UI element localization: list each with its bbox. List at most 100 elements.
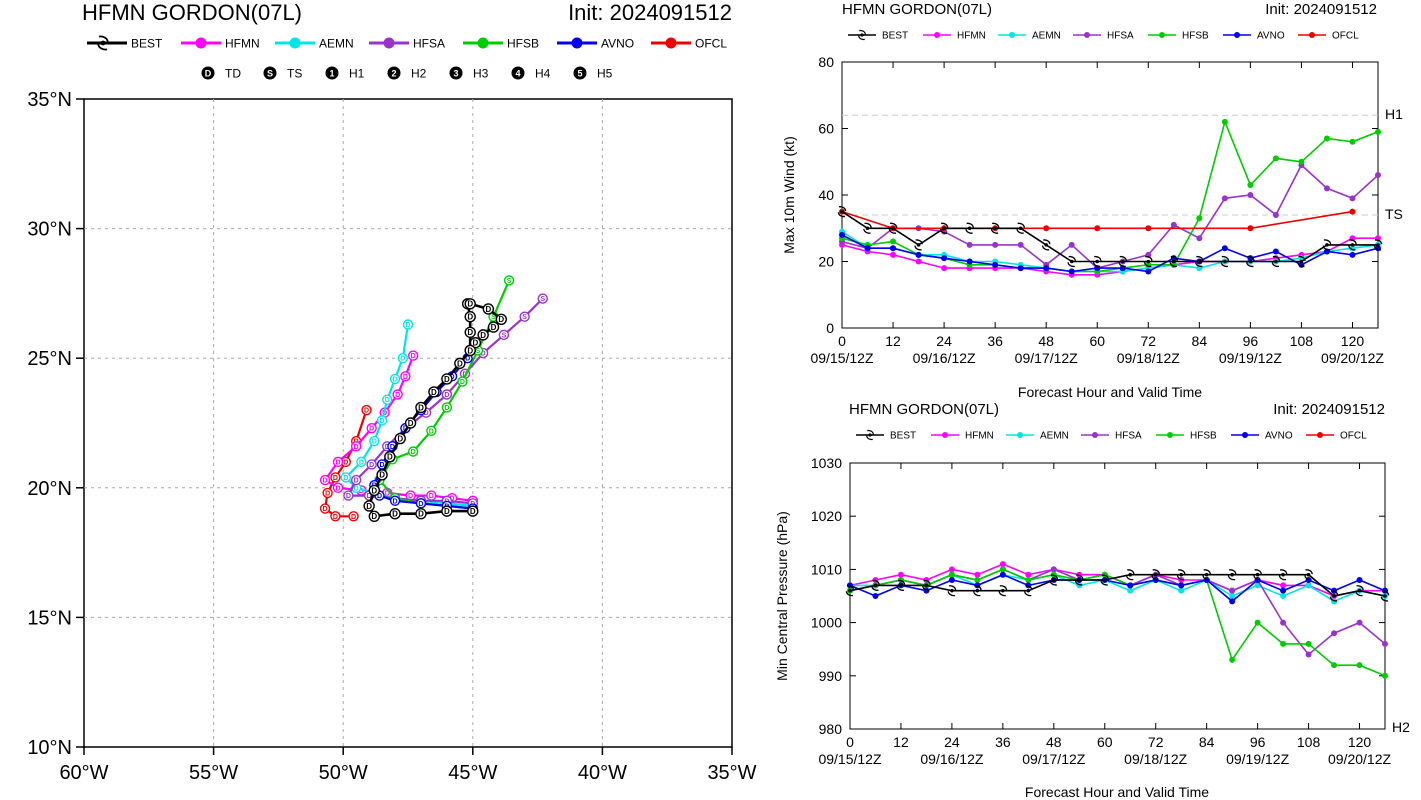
best-point-eye xyxy=(1299,259,1304,264)
best-point-eye xyxy=(1172,259,1176,264)
legend-best-symbol-eye xyxy=(860,33,864,37)
wind-panel: HFMN GORDON(07L) Init: 2024091512 BEST HF… xyxy=(781,1,1403,400)
point-hfmn xyxy=(948,566,955,573)
map-point-hfsa xyxy=(441,389,453,400)
map-lat-label: 20°N xyxy=(27,478,72,500)
point-hfsa xyxy=(1349,195,1356,202)
best-point-eye xyxy=(1001,588,1005,593)
map-category-label-h3: H3 xyxy=(473,67,489,81)
map-point-hfsa xyxy=(343,490,354,501)
y-tick-label: 40 xyxy=(818,187,834,203)
map-legend-label-aemn: AEMN xyxy=(319,37,354,51)
best-point-arm xyxy=(1176,569,1186,581)
best-point xyxy=(1373,239,1383,251)
best-point-eye xyxy=(950,588,954,593)
map-point-best xyxy=(368,484,381,497)
map-point-hfmn xyxy=(400,371,411,382)
best-point xyxy=(1246,255,1255,268)
best-point-arm xyxy=(1220,255,1230,268)
legend-marker-avno xyxy=(1234,32,1240,38)
map-point-best xyxy=(467,505,479,517)
map-point-hfsa-label: D xyxy=(369,462,374,469)
point-avno xyxy=(1272,248,1279,255)
y-tick-label: 20 xyxy=(818,254,834,270)
best-point xyxy=(1278,569,1288,581)
best-point-arm xyxy=(1125,569,1135,581)
map-point-best xyxy=(428,386,440,398)
map-category-symbol-h1 xyxy=(325,66,339,80)
best-point-eye xyxy=(1077,578,1082,582)
map-init: Init: 2024091512 xyxy=(568,0,732,25)
best-point-eye xyxy=(1274,259,1278,264)
map-point-avno xyxy=(415,498,427,509)
map-point-hfsa-label: D xyxy=(481,351,486,358)
map-category-glyph-ts: S xyxy=(267,69,273,79)
legend-marker-ofcl xyxy=(1317,432,1323,438)
point-hfsb xyxy=(1305,640,1312,647)
best-point-eye xyxy=(1146,259,1151,264)
point-hfsa xyxy=(1331,630,1338,637)
best-point-eye xyxy=(1153,572,1158,577)
legend-label-hfsb: HFSB xyxy=(1190,431,1217,442)
x-tick-label: 0 xyxy=(846,734,854,750)
map-point-aemn-label: D xyxy=(354,485,359,492)
map-point-hfsa-label: D xyxy=(385,444,390,451)
y-tick-label: 1010 xyxy=(811,561,842,577)
map-point-aemn xyxy=(389,373,401,385)
map-category-symbol-h4 xyxy=(511,66,525,80)
point-avno xyxy=(1017,265,1024,272)
map-point-hfmn-label: D xyxy=(408,493,413,500)
series-line-aemn xyxy=(841,230,1379,273)
map-point-best xyxy=(477,329,489,341)
map-point-hfsa-label: S xyxy=(502,332,507,339)
y-tick-label: 60 xyxy=(818,121,834,137)
legend-label-hfsa: HFSA xyxy=(1107,31,1134,42)
legend-label-avno: AVNO xyxy=(1265,431,1293,442)
map-point-avno-label: D xyxy=(377,493,382,500)
best-point xyxy=(1144,255,1153,268)
best-point xyxy=(973,585,982,597)
map-point-aemn xyxy=(382,394,393,405)
best-point-eye xyxy=(1120,259,1125,264)
best-point-arm xyxy=(1067,255,1076,268)
best-point xyxy=(1100,574,1110,586)
map-point-ofcl-label: D xyxy=(333,475,338,482)
wind-threshold-h1: H1 xyxy=(1385,106,1403,122)
point-hfmn xyxy=(897,571,904,578)
y-tick-label: 0 xyxy=(826,320,834,336)
point-hfsa xyxy=(1272,211,1279,218)
best-point-eye xyxy=(1376,243,1380,247)
x-tick-label: 24 xyxy=(944,734,960,750)
pressure-frame xyxy=(849,462,1386,730)
series-line-best xyxy=(849,573,1386,597)
best-point-eye xyxy=(967,226,972,231)
best-point xyxy=(871,579,880,591)
legend-best-symbol xyxy=(858,29,866,41)
best-point-arm xyxy=(914,239,923,251)
map-category-label-ts: TS xyxy=(287,67,302,81)
map-point-best-label: D xyxy=(366,502,372,511)
map-point-best-label: D xyxy=(418,403,424,412)
map-point-hfmn-label: D xyxy=(369,426,374,433)
best-point xyxy=(1151,569,1160,581)
x-date-label: 09/16/12Z xyxy=(920,751,983,767)
series-best xyxy=(837,206,1383,268)
map-legend-label-avno: AVNO xyxy=(601,37,634,51)
map-point-hfmn xyxy=(407,350,419,361)
point-hfsb xyxy=(1229,656,1236,663)
best-point-arm xyxy=(1246,255,1255,268)
best-point-eye xyxy=(1179,572,1183,577)
point-ofcl xyxy=(1247,225,1254,232)
series-line-hfsb xyxy=(849,568,1386,677)
best-point-eye xyxy=(993,226,997,231)
map-point-hfsb xyxy=(426,425,437,436)
best-point xyxy=(888,222,898,234)
map-point-best xyxy=(495,313,508,326)
point-hfsb xyxy=(1196,215,1203,222)
point-hfsa xyxy=(1050,566,1057,573)
map-point-best-label: D xyxy=(498,315,504,324)
best-point-eye xyxy=(891,226,895,231)
x-tick-label: 108 xyxy=(1290,333,1314,349)
map-legend-marker-ofcl xyxy=(665,37,677,49)
